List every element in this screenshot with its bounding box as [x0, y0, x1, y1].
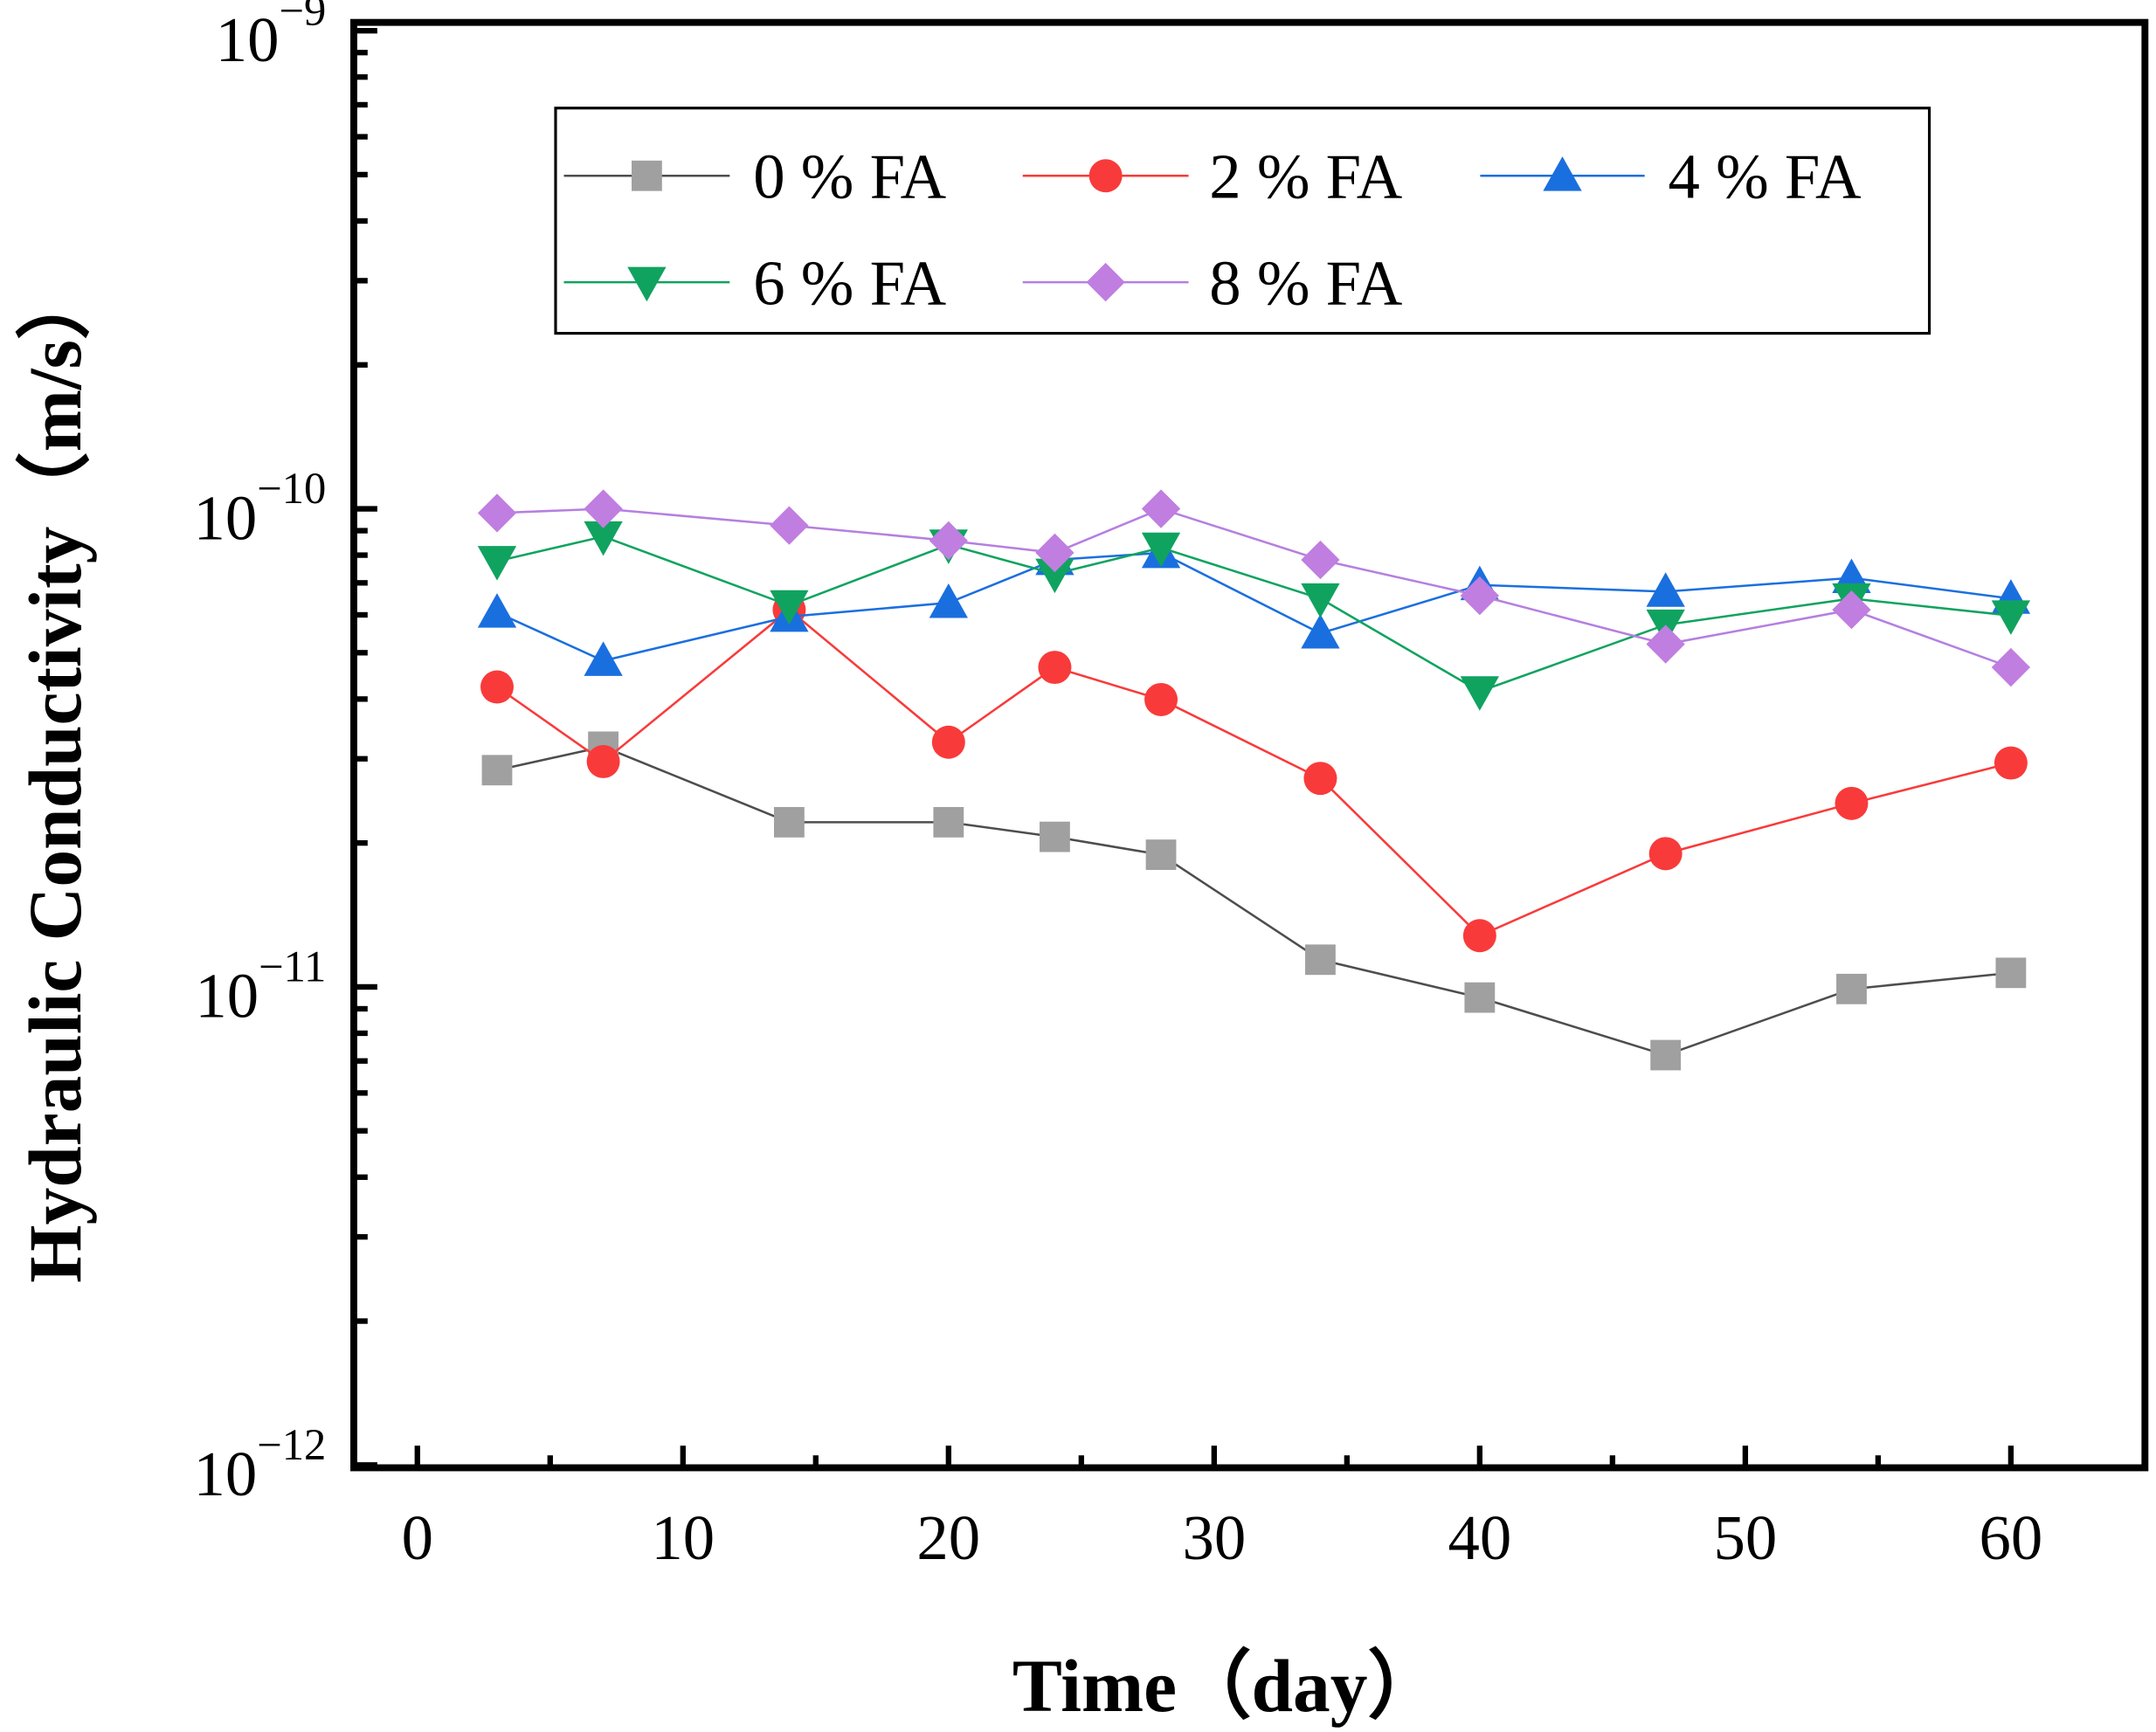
triangle-down-marker [584, 521, 623, 556]
square-marker [1650, 1039, 1682, 1071]
series-line [496, 608, 2012, 937]
x-tick-label: 50 [1713, 1502, 1777, 1573]
triangle-down-marker [1141, 532, 1181, 568]
triangle-up-marker [1301, 613, 1340, 649]
circle-marker [1994, 746, 2028, 780]
legend-label: 4 % FA [1669, 141, 1862, 212]
series-2fa [480, 593, 2028, 953]
square-marker [1995, 957, 2027, 989]
legend: 0 % FA 2 % FA 4 % FA 6 % FA 8 % FA [554, 107, 1931, 335]
series-line [496, 551, 2012, 662]
x-tick-label: 60 [1980, 1502, 2043, 1573]
legend-label: 8 % FA [1209, 247, 1402, 318]
legend-label: 6 % FA [753, 247, 946, 318]
series-0fa [481, 731, 2027, 1071]
y-tick-label: 10−12 [193, 1420, 326, 1509]
square-marker [774, 807, 805, 838]
diamond-marker [1832, 590, 1871, 630]
circle-marker [1088, 159, 1123, 193]
circle-marker [1303, 762, 1337, 796]
square-marker [933, 807, 964, 838]
y-tick-base: 10 [216, 4, 280, 75]
y-tick-exponent: −9 [280, 0, 327, 35]
y-tick-base: 10 [193, 1439, 257, 1509]
x-tick-label: 40 [1448, 1502, 1511, 1573]
diamond-marker [1141, 489, 1181, 528]
series-group [477, 489, 2031, 1071]
series-line [496, 535, 2012, 693]
y-tick-exponent: −12 [257, 1420, 326, 1469]
y-tick-base: 10 [195, 961, 259, 1032]
y-tick-exponent: −11 [259, 942, 326, 991]
circle-marker [931, 725, 965, 759]
triangle-up-marker [929, 583, 968, 618]
series-4fa [477, 533, 2031, 676]
diamond-marker [477, 493, 517, 533]
diamond-marker [1460, 576, 1499, 616]
diamond-marker [1301, 540, 1340, 580]
plot-frame [350, 18, 2149, 1472]
circle-marker [1648, 837, 1683, 871]
circle-marker [586, 744, 620, 778]
y-tick-label: 10−11 [195, 942, 326, 1032]
square-marker [1836, 973, 1867, 1004]
circle-marker [1462, 919, 1496, 953]
square-marker [481, 755, 513, 786]
series-line [496, 745, 2012, 1057]
series-line [496, 507, 2012, 669]
x-tick-label: 0 [402, 1502, 433, 1573]
y-tick-label: 10−10 [193, 464, 326, 553]
legend-item: 2 % FA [1022, 141, 1403, 212]
square-marker [1305, 944, 1336, 976]
square-marker [631, 160, 662, 191]
x-tick-label: 10 [651, 1502, 715, 1573]
triangle-up-marker [477, 593, 517, 628]
x-tick-label: 20 [916, 1502, 980, 1573]
legend-label: 2 % FA [1209, 141, 1402, 212]
y-tick-base: 10 [193, 482, 257, 553]
diamond-marker [1991, 647, 2031, 687]
series-6fa [477, 521, 2031, 711]
triangle-down-marker [770, 590, 809, 625]
y-axis-title: Hydraulic Conductivity（m/s） [15, 266, 97, 1283]
triangle-up-marker [1646, 572, 1685, 607]
legend-box [554, 107, 1931, 335]
triangle-up-marker [1543, 156, 1582, 191]
circle-marker [1144, 682, 1178, 716]
triangle-down-marker [1460, 676, 1499, 711]
diamond-marker [1646, 624, 1685, 664]
diamond-marker [929, 521, 968, 561]
diamond-marker [770, 506, 809, 545]
triangle-down-marker [477, 546, 517, 581]
x-axis-title: Time（day） [1012, 1646, 1442, 1728]
square-marker [1040, 821, 1070, 852]
square-marker [1145, 839, 1177, 870]
circle-marker [1038, 651, 1072, 685]
legend-item: 4 % FA [1480, 141, 1862, 212]
triangle-down-marker [1035, 558, 1075, 594]
legend-item: 0 % FA [563, 141, 947, 212]
y-tick-label: 10−9 [216, 0, 327, 75]
circle-marker [480, 670, 514, 704]
triangle-down-marker [627, 266, 667, 302]
circle-marker [1835, 786, 1869, 820]
triangle-down-marker [1301, 583, 1340, 618]
x-tick-label: 30 [1182, 1502, 1246, 1573]
triangle-down-marker [1991, 600, 2031, 635]
square-marker [1464, 982, 1496, 1013]
y-tick-exponent: −10 [257, 464, 326, 513]
legend-item: 6 % FA [563, 247, 947, 318]
legend-label: 0 % FA [753, 141, 946, 212]
triangle-up-marker [584, 641, 623, 676]
series-8fa [477, 489, 2031, 687]
